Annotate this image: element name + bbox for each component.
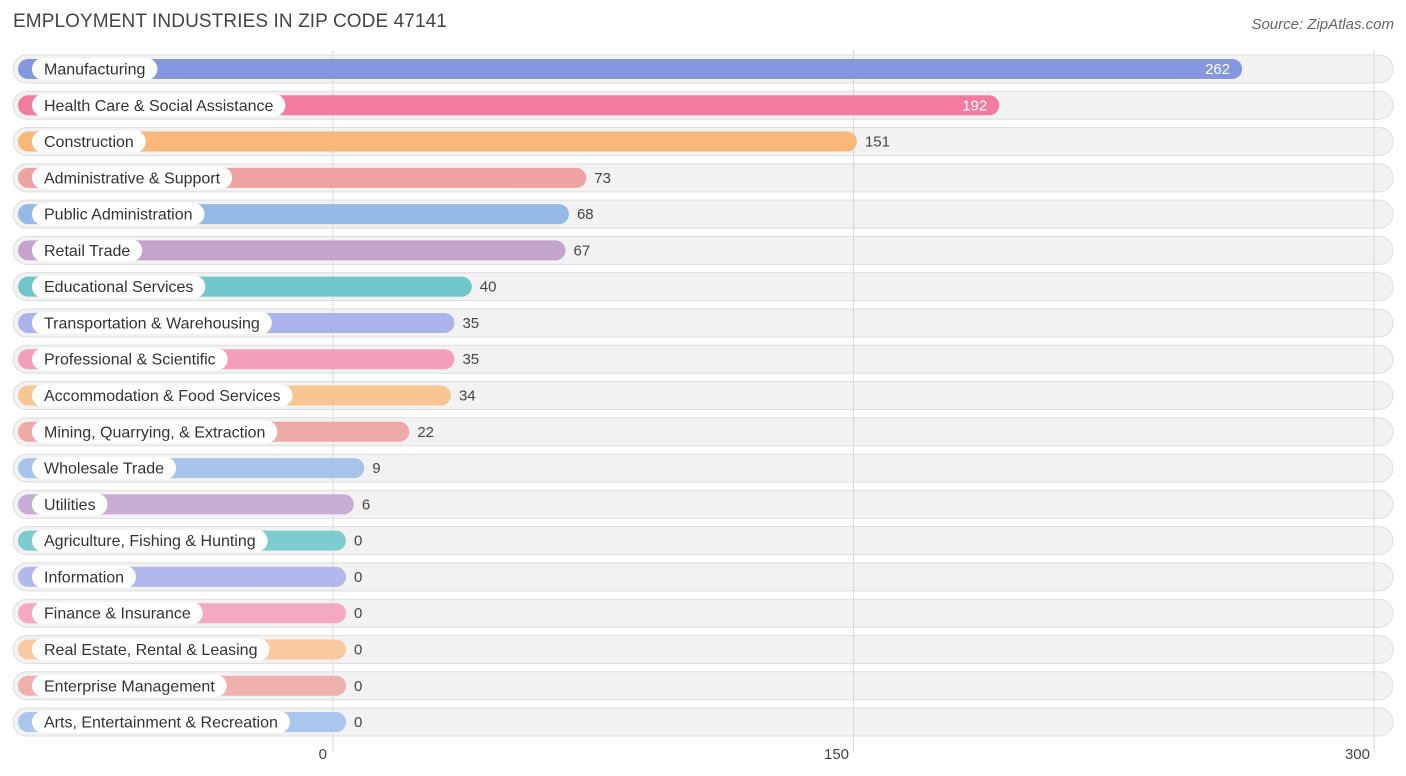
category-label: Construction bbox=[44, 134, 134, 151]
category-label-pill bbox=[32, 311, 272, 334]
category-label: Utilities bbox=[44, 497, 96, 514]
value-label: 9 bbox=[372, 460, 380, 477]
value-label: 0 bbox=[354, 714, 362, 731]
category-label: Mining, Quarrying, & Extraction bbox=[44, 424, 265, 441]
category-label: Enterprise Management bbox=[44, 678, 215, 695]
value-label: 22 bbox=[417, 424, 434, 441]
row-background bbox=[12, 489, 1394, 519]
category-label-pill bbox=[32, 384, 293, 407]
row-background bbox=[12, 707, 1394, 737]
category-label: Accommodation & Food Services bbox=[44, 388, 281, 405]
category-label-pill bbox=[32, 529, 268, 552]
value-label: 35 bbox=[462, 315, 479, 332]
category-label: Public Administration bbox=[44, 207, 193, 224]
value-label: 192 bbox=[962, 97, 987, 114]
value-label: 6 bbox=[362, 496, 370, 513]
category-label-pill bbox=[32, 674, 227, 697]
value-label: 262 bbox=[1205, 61, 1230, 78]
category-label-pill bbox=[32, 638, 270, 661]
category-label: Retail Trade bbox=[44, 243, 130, 260]
bar bbox=[18, 131, 857, 152]
value-label: 40 bbox=[480, 279, 497, 296]
category-label-pill bbox=[32, 94, 286, 117]
value-label: 0 bbox=[354, 641, 362, 658]
category-label: Agriculture, Fishing & Hunting bbox=[44, 533, 256, 550]
source-credit: Source: ZipAtlas.com bbox=[1251, 16, 1394, 33]
value-label: 0 bbox=[354, 533, 362, 550]
category-label: Manufacturing bbox=[44, 62, 145, 79]
category-label: Health Care & Social Assistance bbox=[44, 98, 274, 115]
tick-label: 150 bbox=[824, 746, 849, 763]
category-label-pill bbox=[32, 493, 108, 516]
value-label: 151 bbox=[865, 134, 890, 151]
category-label-pill bbox=[32, 457, 177, 480]
value-label: 73 bbox=[594, 170, 611, 187]
category-label-pill bbox=[32, 239, 143, 262]
category-label-pill bbox=[32, 166, 233, 189]
value-label: 68 bbox=[577, 206, 594, 223]
category-label-pill bbox=[32, 420, 278, 443]
category-label-pill bbox=[32, 275, 206, 298]
category-label: Professional & Scientific bbox=[44, 352, 216, 369]
tick-label: 300 bbox=[1345, 746, 1370, 763]
category-label: Administrative & Support bbox=[44, 170, 221, 187]
category-label-pill bbox=[32, 348, 228, 371]
category-label: Transportation & Warehousing bbox=[44, 315, 260, 332]
category-label-pill bbox=[32, 711, 290, 734]
value-label: 35 bbox=[462, 351, 479, 368]
value-label: 67 bbox=[573, 242, 590, 259]
bar bbox=[18, 59, 1243, 79]
category-label: Information bbox=[44, 569, 124, 586]
category-label-pill bbox=[32, 565, 137, 588]
row-background bbox=[12, 562, 1394, 592]
category-label: Wholesale Trade bbox=[44, 461, 164, 478]
category-label-pill bbox=[32, 203, 205, 226]
row-background bbox=[12, 634, 1394, 664]
category-label: Real Estate, Rental & Leasing bbox=[44, 642, 257, 659]
category-label-pill bbox=[32, 602, 203, 625]
bar bbox=[18, 240, 566, 261]
tick-label: 0 bbox=[319, 746, 327, 763]
category-label: Educational Services bbox=[44, 279, 193, 296]
category-label-pill bbox=[32, 58, 158, 80]
row-background bbox=[12, 526, 1394, 556]
row-background bbox=[12, 671, 1394, 701]
chart-title: EMPLOYMENT INDUSTRIES IN ZIP CODE 47141 bbox=[13, 11, 447, 32]
category-label: Finance & Insurance bbox=[44, 606, 191, 623]
row-background bbox=[12, 598, 1394, 628]
category-label-pill bbox=[32, 130, 146, 153]
category-label: Arts, Entertainment & Recreation bbox=[44, 715, 278, 732]
value-label: 0 bbox=[354, 569, 362, 586]
value-label: 34 bbox=[459, 388, 476, 405]
value-label: 0 bbox=[354, 605, 362, 622]
value-label: 0 bbox=[354, 678, 362, 695]
